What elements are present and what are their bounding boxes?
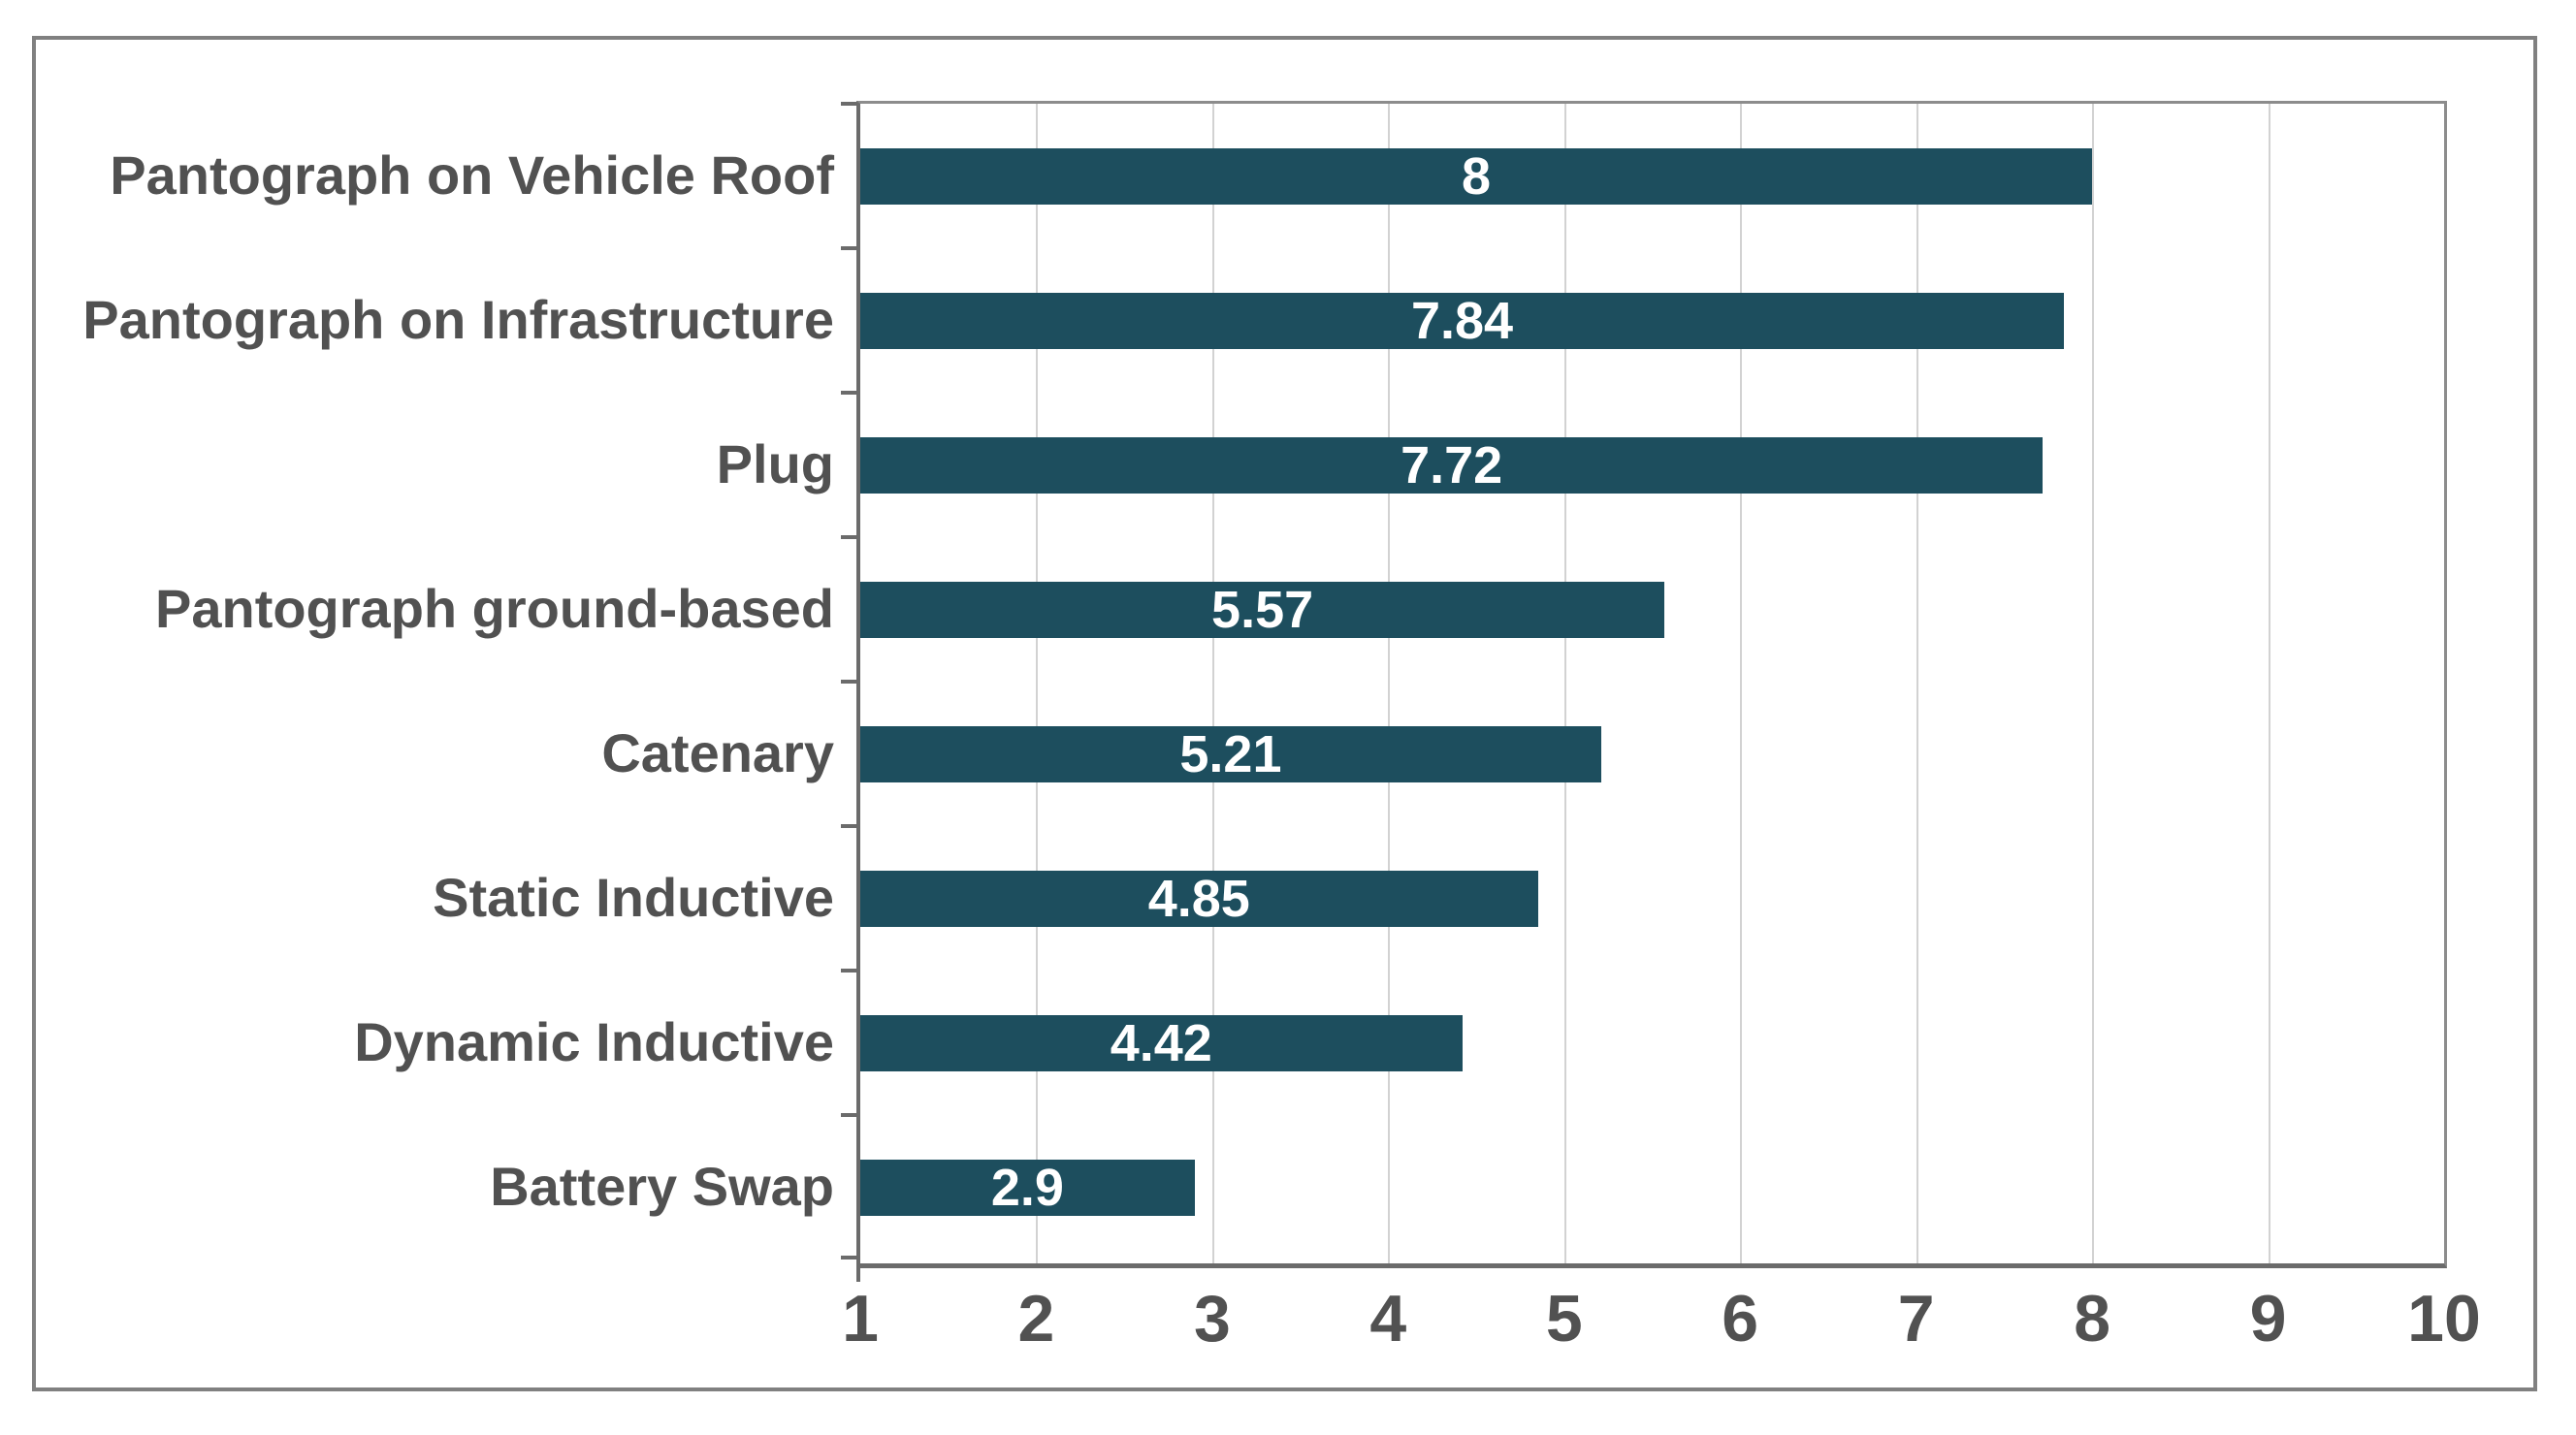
y-axis-tick — [841, 680, 856, 684]
gridline — [1740, 104, 1743, 1263]
bar-value-label: 5.57 — [1211, 581, 1314, 639]
gridline — [1036, 104, 1039, 1263]
bar-row: 7.72 — [860, 437, 2444, 494]
bar: 4.85 — [860, 871, 1538, 927]
bar-row: 4.42 — [860, 1015, 2444, 1071]
category-label-text: Catenary — [601, 722, 834, 784]
bar-row: 2.9 — [860, 1160, 2444, 1216]
category-label-text: Battery Swap — [490, 1156, 834, 1218]
bar-value-label: 7.84 — [1410, 292, 1514, 350]
x-tick-label: 9 — [2249, 1282, 2287, 1355]
y-axis-tick — [841, 535, 856, 539]
category-label-text: Dynamic Inductive — [354, 1011, 834, 1073]
category-label: Catenary — [56, 682, 834, 826]
category-label-text: Static Inductive — [433, 867, 834, 929]
gridline — [1388, 104, 1391, 1263]
category-label: Dynamic Inductive — [56, 971, 834, 1115]
category-label: Battery Swap — [56, 1115, 834, 1260]
bar-value-label: 4.85 — [1147, 870, 1250, 928]
category-label: Pantograph on Vehicle Roof — [56, 104, 834, 248]
bar: 2.9 — [860, 1160, 1195, 1216]
bar-value-label: 2.9 — [990, 1159, 1064, 1217]
bar: 4.42 — [860, 1015, 1463, 1071]
bar: 7.72 — [860, 436, 2044, 494]
y-axis-tick — [841, 102, 856, 106]
category-label: Plug — [56, 393, 834, 537]
category-label: Pantograph on Infrastructure — [56, 248, 834, 393]
bar-value-label: 7.72 — [1401, 436, 1503, 494]
category-label-text: Pantograph on Infrastructure — [82, 289, 834, 351]
y-axis-tick — [841, 969, 856, 973]
plot-area: 8 7.84 7.72 5.57 5.21 4.85 4.42 2.9 — [841, 101, 2447, 1282]
y-axis-tick — [841, 1113, 856, 1117]
bar-row: 5.21 — [860, 726, 2444, 782]
x-tick-label: 7 — [1897, 1282, 1935, 1355]
bar: 5.21 — [860, 726, 1601, 782]
gridline — [2092, 104, 2095, 1263]
x-tick-label: 2 — [1017, 1282, 1055, 1355]
bar-value-label: 5.21 — [1179, 725, 1282, 783]
x-tick-label: 6 — [1722, 1282, 1759, 1355]
category-label: Static Inductive — [56, 826, 834, 971]
x-tick-label: 1 — [842, 1282, 879, 1355]
gridline — [1916, 104, 1918, 1263]
bar-value-label: 8 — [1462, 147, 1492, 206]
y-axis-tick — [841, 1256, 856, 1260]
y-axis-tick — [841, 391, 856, 395]
x-tick-label: 5 — [1545, 1282, 1583, 1355]
category-label-text: Plug — [716, 433, 834, 495]
gridline — [1211, 104, 1214, 1263]
gridline — [2268, 104, 2270, 1263]
bar-row: 8 — [860, 148, 2444, 205]
x-tick-label: 8 — [2074, 1282, 2111, 1355]
bar: 8 — [860, 147, 2093, 206]
bar-row: 7.84 — [860, 293, 2444, 349]
bar: 5.57 — [860, 581, 1665, 639]
bar: 7.84 — [860, 292, 2065, 350]
category-label-text: Pantograph on Vehicle Roof — [110, 144, 834, 207]
category-label: Pantograph ground-based — [56, 537, 834, 682]
gridline — [1563, 104, 1566, 1263]
x-tick-label: 10 — [2407, 1282, 2481, 1355]
category-label-text: Pantograph ground-based — [155, 578, 834, 640]
y-axis-tick — [841, 246, 856, 250]
bar-row: 5.57 — [860, 582, 2444, 638]
x-tick-label: 3 — [1193, 1282, 1231, 1355]
y-axis-bottom-nub — [856, 1268, 860, 1282]
y-axis-tick — [841, 824, 856, 828]
bar-row: 4.85 — [860, 871, 2444, 927]
x-tick-label: 4 — [1369, 1282, 1407, 1355]
bar-value-label: 4.42 — [1110, 1014, 1212, 1072]
